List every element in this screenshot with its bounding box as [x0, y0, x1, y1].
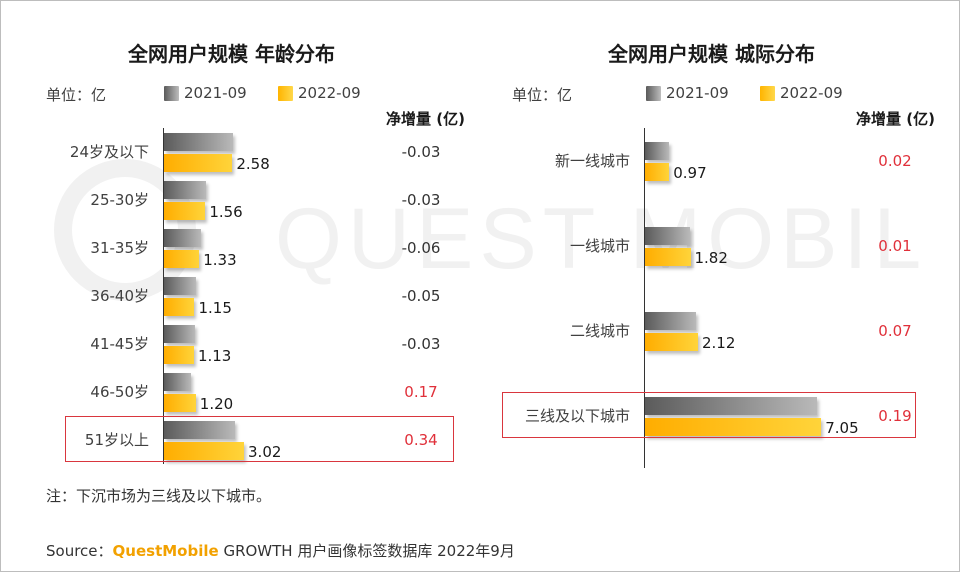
net-increase-value: -0.03	[401, 143, 441, 161]
category-label: 51岁以上	[84, 431, 149, 449]
left-chart-title: 全网用户规模 年龄分布	[128, 42, 335, 66]
net-increase-value: -0.05	[401, 287, 441, 305]
bar-2022	[164, 442, 245, 460]
net-increase-value: -0.06	[401, 239, 441, 257]
bar-2021	[164, 277, 196, 295]
legend-swatch-gold	[278, 85, 293, 101]
bar-2022	[164, 202, 206, 220]
bar-value-label: 1.20	[199, 395, 234, 413]
left-legend-2022: 2022-09	[278, 84, 361, 102]
highlight-box	[65, 416, 454, 462]
right-chart-title: 全网用户规模 城际分布	[608, 42, 815, 66]
bar-value-label: 0.97	[673, 164, 707, 182]
right-legend-2022: 2022-09	[760, 84, 843, 102]
net-increase-value: 0.34	[404, 431, 438, 449]
y-axis-line	[644, 128, 645, 468]
category-label: 一线城市	[569, 237, 630, 255]
bar-2022	[164, 298, 195, 316]
right-unit-label: 单位：亿	[512, 86, 573, 104]
legend-swatch-gray	[646, 85, 661, 101]
bar-2021	[645, 397, 817, 415]
bar-value-label: 2.58	[236, 155, 270, 173]
category-label: 41-45岁	[90, 335, 149, 353]
net-increase-value: 0.19	[878, 407, 912, 425]
left-net-header: 净增量 (亿)	[386, 110, 465, 128]
category-label: 三线及以下城市	[524, 407, 630, 425]
bar-2021	[164, 421, 236, 439]
right-legend-2021: 2021-09	[646, 84, 729, 102]
legend-swatch-gold	[760, 85, 775, 101]
bar-2021	[645, 312, 697, 330]
bar-2021	[645, 227, 691, 245]
net-increase-value: 0.07	[878, 322, 912, 340]
category-label: 25-30岁	[90, 191, 149, 209]
bar-2022	[645, 248, 691, 266]
bar-2021	[164, 181, 207, 199]
legend-label: 2022-09	[780, 84, 843, 102]
bar-2021	[164, 133, 234, 151]
bar-2022	[645, 333, 698, 351]
net-increase-value: 0.17	[404, 383, 438, 401]
bar-2022	[164, 250, 200, 268]
bar-2022	[164, 346, 194, 364]
category-label: 24岁及以下	[69, 143, 149, 161]
bar-value-label: 1.56	[209, 203, 243, 221]
category-label: 新一线城市	[554, 152, 630, 170]
net-increase-value: -0.03	[401, 191, 441, 209]
source-brand: QuestMobile	[112, 542, 219, 560]
right-net-header: 净增量 (亿)	[856, 110, 935, 128]
bar-2022	[164, 394, 196, 412]
source-line: Source：QuestMobile GROWTH 用户画像标签数据库 2022…	[46, 540, 515, 561]
source-text: GROWTH 用户画像标签数据库 2022年9月	[218, 542, 515, 560]
bar-2021	[164, 229, 201, 247]
legend-label: 2021-09	[666, 84, 729, 102]
footnote: 注：下沉市场为三线及以下城市。	[46, 487, 272, 505]
category-label: 46-50岁	[90, 383, 149, 401]
highlight-box	[502, 392, 916, 438]
y-axis-line	[163, 128, 164, 464]
legend-swatch-gray	[164, 85, 179, 101]
bar-value-label: 1.15	[198, 299, 232, 317]
net-increase-value: -0.03	[401, 335, 441, 353]
category-label: 36-40岁	[90, 287, 149, 305]
net-increase-value: 0.02	[878, 152, 912, 170]
bar-value-label: 7.05	[825, 419, 859, 437]
category-label: 二线城市	[569, 322, 630, 340]
net-increase-value: 0.01	[878, 237, 912, 255]
bar-value-label: 1.33	[203, 251, 237, 269]
bar-value-label: 3.02	[248, 443, 282, 461]
bar-2021	[164, 373, 192, 391]
bar-2022	[645, 418, 822, 436]
legend-label: 2022-09	[298, 84, 361, 102]
bar-2021	[645, 142, 669, 160]
source-prefix: Source：	[46, 542, 113, 560]
legend-label: 2021-09	[184, 84, 247, 102]
bar-value-label: 1.82	[694, 249, 728, 267]
bar-2022	[164, 154, 233, 172]
left-unit-label: 单位：亿	[46, 86, 107, 104]
left-legend-2021: 2021-09	[164, 84, 247, 102]
bar-value-label: 1.13	[197, 347, 232, 365]
bar-2022	[645, 163, 670, 181]
bar-2021	[164, 325, 195, 343]
bar-value-label: 2.12	[702, 334, 736, 352]
category-label: 31-35岁	[90, 239, 149, 257]
